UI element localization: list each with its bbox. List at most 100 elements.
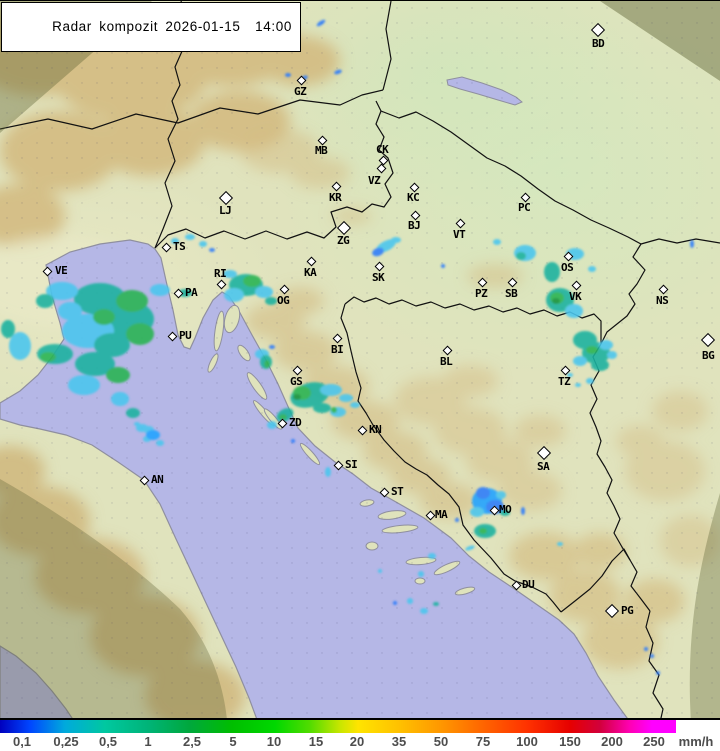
precip-cell — [126, 408, 140, 418]
scale-tick-label: 150 — [559, 734, 581, 749]
city-marker-gs — [292, 365, 302, 375]
scale-tick-label: 5 — [229, 734, 237, 749]
scale-tick-label: 0,1 — [12, 734, 32, 749]
city-label-pu: PU — [179, 329, 192, 342]
precip-cell — [171, 238, 179, 244]
city-label-ts: TS — [173, 240, 186, 253]
precip-cell — [126, 323, 154, 345]
city-label-bl: BL — [440, 355, 453, 368]
precip-cell — [391, 237, 401, 243]
city-marker-st — [379, 487, 389, 497]
precip-cell — [378, 569, 382, 573]
precip-cell — [331, 407, 337, 413]
precip-cell — [476, 487, 490, 499]
precip-cell — [255, 286, 273, 298]
city-marker-ns — [658, 284, 668, 294]
scale-tick-label: 15 — [308, 734, 324, 749]
precip-cell — [94, 333, 130, 357]
city-marker-bd — [590, 22, 605, 37]
precip-cell — [313, 403, 331, 413]
city-marker-ck — [378, 155, 388, 165]
city-marker-vk — [571, 280, 581, 290]
precip-cell — [591, 359, 609, 371]
precip-cell — [407, 598, 413, 604]
precip-cell — [557, 542, 563, 546]
scale-tick-label: 35 — [391, 734, 407, 749]
precip-cell — [552, 298, 560, 304]
title-bar: Radar kompozit 2026-01-15 14:00 — [1, 2, 301, 52]
page-title: Radar kompozit 2026-01-15 14:00 — [52, 19, 292, 34]
city-label-zg: ZG — [337, 234, 350, 247]
precip-cell — [146, 430, 160, 440]
precip-cell — [588, 266, 596, 272]
scale-gradient-bar — [0, 720, 676, 733]
precip-cell — [116, 290, 148, 312]
precip-cell — [573, 356, 587, 366]
precip-cell — [433, 602, 439, 606]
city-marker-vz — [376, 163, 386, 173]
city-label-mb: MB — [315, 144, 328, 157]
precip-cell — [269, 345, 275, 349]
precipitation-layer — [1, 19, 694, 675]
city-marker-gz — [296, 75, 306, 85]
precip-cell — [1, 320, 15, 338]
precip-cell — [428, 553, 436, 559]
precip-cell — [465, 545, 475, 551]
scale-tick-label: 0,25 — [53, 734, 79, 749]
precip-cell — [106, 367, 130, 383]
city-marker-sb — [507, 277, 517, 287]
city-marker-vt — [455, 218, 465, 228]
precip-cell — [521, 507, 525, 515]
precip-cell — [46, 282, 78, 300]
city-marker-bl — [442, 345, 452, 355]
city-label-og: OG — [277, 294, 290, 307]
precip-cell — [293, 394, 301, 400]
city-label-ve: VE — [55, 264, 68, 277]
precip-cell — [40, 352, 56, 362]
precip-cell — [325, 467, 331, 477]
city-label-tz: TZ — [558, 375, 571, 388]
city-label-bd: BD — [592, 37, 605, 50]
city-marker-bg — [700, 332, 715, 347]
city-marker-kr — [331, 181, 341, 191]
precip-cell — [607, 351, 617, 359]
precip-cell — [350, 402, 360, 408]
precip-cell — [372, 247, 384, 257]
precip-cell — [418, 571, 424, 577]
precip-cell — [650, 654, 654, 658]
city-label-kn: KN — [369, 423, 382, 436]
precip-cell — [339, 394, 353, 402]
scale-tick-label: 1 — [144, 734, 152, 749]
precip-cell — [599, 340, 613, 350]
city-marker-mo — [489, 505, 499, 515]
precip-cell — [68, 375, 100, 395]
scale-tick-label: 250 — [643, 734, 665, 749]
city-marker-zd — [277, 418, 287, 428]
city-marker-og — [279, 284, 289, 294]
city-marker-si — [333, 460, 343, 470]
city-label-pa: PA — [185, 286, 198, 299]
precip-cell — [656, 671, 660, 675]
city-marker-ts — [161, 242, 171, 252]
city-label-ns: NS — [656, 294, 669, 307]
city-marker-sa — [536, 445, 551, 460]
precip-cell — [493, 239, 501, 245]
precip-cell — [243, 275, 261, 287]
city-label-mo: MO — [499, 503, 512, 516]
city-label-vz: VZ — [368, 174, 381, 187]
city-marker-zg — [336, 220, 351, 235]
precip-cell — [441, 264, 445, 268]
city-label-bi: BI — [331, 343, 344, 356]
city-label-ka: KA — [304, 266, 317, 279]
city-label-bj: BJ — [408, 219, 421, 232]
city-label-st: ST — [391, 485, 404, 498]
scale-tick-label: 50 — [433, 734, 449, 749]
city-marker-ve — [42, 266, 52, 276]
city-marker-pu — [167, 331, 177, 341]
city-markers-layer: VE TS RI PA PU AN LJ GZ MB CK VZ KR KC ZG KA SK BJ VT PC PZ… — [0, 1, 720, 718]
city-marker-an — [139, 475, 149, 485]
precip-cell — [516, 252, 526, 260]
city-marker-pz — [477, 277, 487, 287]
city-label-os: OS — [561, 261, 574, 274]
precip-cell — [36, 294, 54, 308]
